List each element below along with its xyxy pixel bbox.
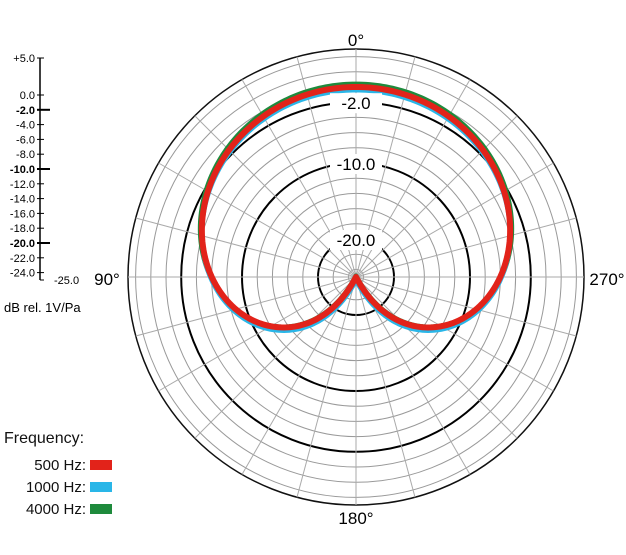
scale-label: 0.0: [20, 90, 35, 102]
angle-label: 90°: [94, 270, 120, 289]
legend-swatch: [90, 504, 112, 514]
legend-label: 500 Hz:: [34, 456, 86, 474]
angle-label: 270°: [589, 270, 624, 289]
grid-spoke: [355, 276, 577, 337]
grid-spoke: [194, 115, 357, 278]
grid-spoke: [135, 276, 357, 337]
legend-label: 1000 Hz:: [25, 478, 86, 496]
grid-spoke: [296, 276, 357, 498]
grid-spoke: [355, 217, 577, 278]
scale-label: -16.0: [10, 208, 35, 220]
scale-label: -6.0: [16, 134, 35, 146]
polar-labels: 0° 90° 180° 270° -2.0 -10.0 -20.0: [94, 31, 624, 528]
grid-spoke: [355, 115, 518, 278]
scale-label: -8.0: [16, 149, 35, 161]
ring-label: -10.0: [337, 155, 376, 174]
ring-label: -20.0: [337, 231, 376, 250]
scale-label: -14.0: [10, 194, 35, 206]
scale-unit: dB rel. 1V/Pa: [4, 300, 81, 315]
grid-spoke: [158, 162, 357, 278]
angle-label: 0°: [348, 31, 364, 50]
grid-spoke: [355, 276, 416, 498]
scale-label: -24.0: [10, 268, 35, 280]
scale-label: -10.0: [10, 164, 35, 176]
angle-label: 180°: [338, 509, 373, 528]
scale-label: -18.0: [10, 223, 35, 235]
scale-label: -4.0: [16, 120, 35, 132]
legend-swatch: [90, 460, 112, 470]
polar-curves: [197, 81, 515, 333]
scale-label: -2.0: [16, 105, 35, 117]
scale-label: +5.0: [13, 53, 35, 65]
legend-label: 4000 Hz:: [25, 500, 86, 518]
ring-label: -2.0: [341, 94, 370, 113]
legend-swatch: [90, 482, 112, 492]
legend-item-500hz: 500 Hz:: [4, 454, 112, 476]
grid-spoke: [355, 276, 554, 392]
grid-spoke: [355, 162, 554, 278]
legend-title: Frequency:: [4, 430, 85, 447]
db-scale: +5.0 0.0 -2.0 -4.0 -6.0 -8.0 -10.0 -12.0 -14.0 -1…: [4, 53, 81, 315]
scale-label: -22.0: [10, 253, 35, 265]
ring-label-bg: [330, 154, 382, 174]
ring-label-bg: [330, 93, 382, 114]
scale-label: -12.0: [10, 179, 35, 191]
ring-label-bg: [330, 230, 382, 250]
grid-spoke: [194, 276, 357, 439]
grid-spoke: [355, 276, 518, 439]
scale-label: -20.0: [10, 238, 35, 250]
grid-spoke: [158, 276, 357, 392]
series-curve: [198, 84, 514, 331]
legend: Frequency: 500 Hz: 1000 Hz: 4000 Hz:: [4, 430, 112, 520]
scale-label: -25.0: [54, 275, 79, 287]
grid-spoke: [135, 217, 357, 278]
legend-item-1000hz: 1000 Hz:: [4, 476, 112, 498]
legend-item-4000hz: 4000 Hz:: [4, 498, 112, 520]
